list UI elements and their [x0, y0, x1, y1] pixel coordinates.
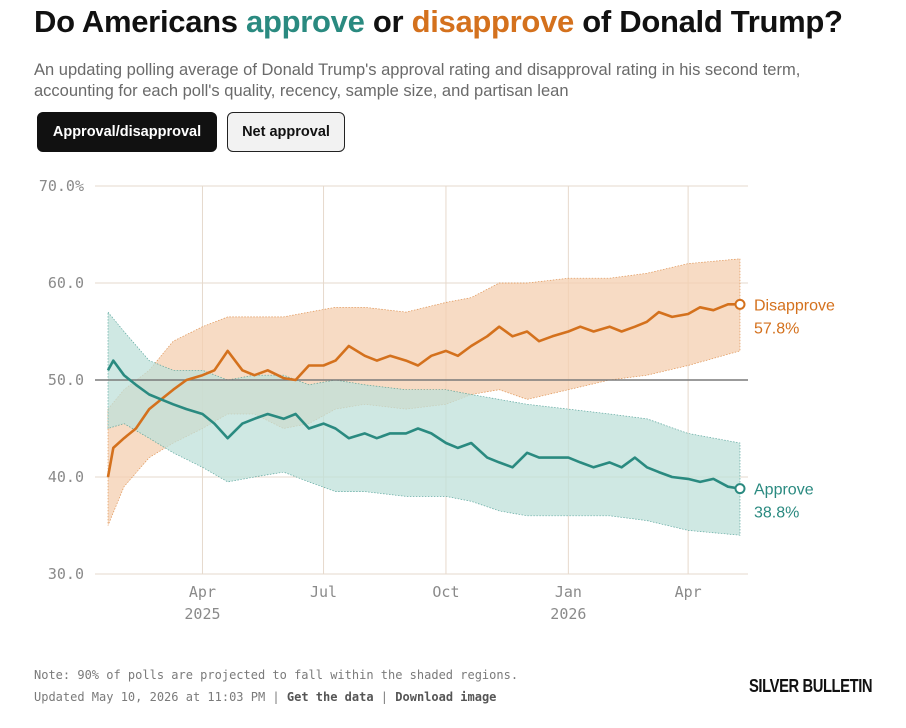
y-tick-label: 70.0% [39, 177, 84, 195]
updated-line: Updated May 10, 2026 at 11:03 PM | Get t… [34, 690, 496, 704]
y-tick-label: 40.0 [48, 468, 84, 486]
y-tick-label: 50.0 [48, 371, 84, 389]
page-title: Do Americans approve or disapprove of Do… [34, 4, 843, 40]
updated-timestamp: Updated May 10, 2026 at 11:03 PM [34, 690, 266, 704]
approval-chart: 70.0% 60.0 50.0 40.0 30.0 Apr 2025 Jul Oct Jan 202… [39, 177, 835, 623]
approve-band [107, 311, 741, 536]
approve-endpoint [734, 483, 746, 495]
disapprove-value-label: 57.8% [754, 320, 799, 337]
x-tick-label: Apr [189, 583, 216, 601]
title-part-2: or [364, 4, 412, 39]
line-layer [106, 298, 746, 495]
title-disapprove-word: disapprove [411, 4, 575, 39]
disapprove-endpoint [734, 298, 746, 310]
approve-line [106, 359, 741, 490]
y-tick-label: 60.0 [48, 274, 84, 292]
x-tick-label: Jul [310, 583, 337, 601]
approve-series-label: Approve [754, 482, 814, 499]
label-layer: 70.0% 60.0 50.0 40.0 30.0 Apr 2025 Jul Oct Jan 202… [39, 177, 835, 623]
title-part-1: Do Americans [34, 4, 247, 39]
page-subtitle: An updating polling average of Donald Tr… [34, 61, 801, 100]
disapprove-line [106, 303, 740, 478]
x-tick-label: Jan [555, 583, 582, 601]
x-tick-year-label: 2026 [550, 605, 586, 623]
disapprove-series-label: Disapprove [754, 297, 835, 314]
band-layer [107, 258, 741, 536]
approve-value-label: 38.8% [754, 505, 799, 522]
x-tick-year-label: 2025 [184, 605, 220, 623]
x-tick-label: Oct [432, 583, 459, 601]
separator: | [373, 690, 396, 704]
title-approve-word: approve [246, 4, 365, 39]
y-tick-label: 30.0 [48, 565, 84, 583]
title-part-3: of Donald Trump? [573, 4, 843, 39]
download-image-link[interactable]: Download image [395, 690, 497, 704]
separator: | [265, 690, 287, 704]
approval-disapproval-toggle-button[interactable]: Approval/disapproval [37, 112, 217, 152]
get-data-link[interactable]: Get the data [286, 690, 374, 704]
brand-logo: SILVER BULLETIN [749, 676, 873, 696]
net-approval-toggle-button[interactable]: Net approval [227, 112, 345, 152]
chart-note: Note: 90% of polls are projected to fall… [34, 668, 519, 682]
x-tick-label: Apr [675, 583, 702, 601]
